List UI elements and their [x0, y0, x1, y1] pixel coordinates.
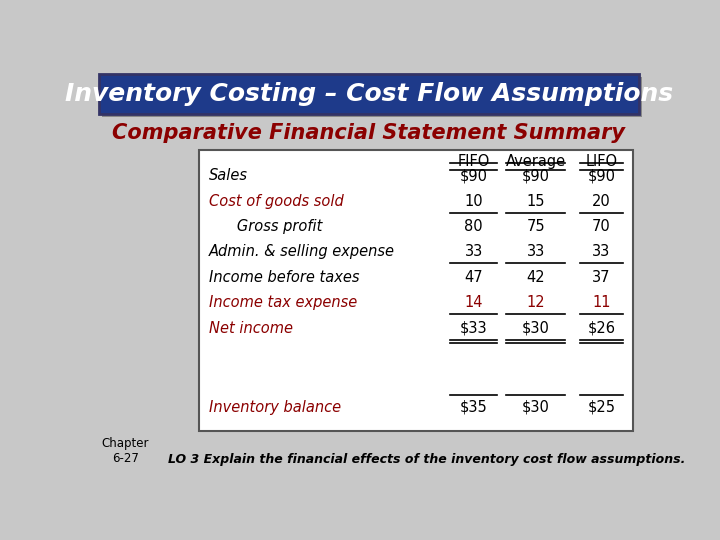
Text: 11: 11	[593, 295, 611, 310]
FancyBboxPatch shape	[199, 150, 632, 430]
Text: 42: 42	[526, 270, 545, 285]
Text: FIFO: FIFO	[457, 154, 490, 170]
FancyBboxPatch shape	[102, 77, 642, 117]
Text: Chapter
6-27: Chapter 6-27	[102, 437, 149, 465]
Text: Gross profit: Gross profit	[222, 219, 322, 234]
Text: 20: 20	[592, 194, 611, 208]
Text: Income tax expense: Income tax expense	[209, 295, 357, 310]
Text: 47: 47	[464, 270, 483, 285]
Text: $90: $90	[521, 168, 549, 183]
Text: 37: 37	[593, 270, 611, 285]
Text: $30: $30	[522, 321, 549, 336]
Text: Inventory balance: Inventory balance	[209, 400, 341, 415]
Text: $90: $90	[459, 168, 487, 183]
Text: 70: 70	[592, 219, 611, 234]
Text: LO 3 Explain the financial effects of the inventory cost flow assumptions.: LO 3 Explain the financial effects of th…	[168, 453, 685, 465]
Text: $25: $25	[588, 400, 616, 415]
Text: $35: $35	[460, 400, 487, 415]
Text: $90: $90	[588, 168, 616, 183]
Text: 33: 33	[593, 245, 611, 259]
Text: 12: 12	[526, 295, 545, 310]
Text: 33: 33	[464, 245, 482, 259]
Text: Sales: Sales	[209, 168, 248, 183]
Text: LIFO: LIFO	[585, 154, 618, 170]
Text: 75: 75	[526, 219, 545, 234]
Text: 80: 80	[464, 219, 483, 234]
Text: 14: 14	[464, 295, 483, 310]
Text: Cost of goods sold: Cost of goods sold	[209, 194, 343, 208]
Text: Net income: Net income	[209, 321, 292, 336]
Text: Average: Average	[505, 154, 566, 170]
Text: Comparative Financial Statement Summary: Comparative Financial Statement Summary	[112, 123, 626, 143]
Text: 10: 10	[464, 194, 483, 208]
Text: $30: $30	[522, 400, 549, 415]
Text: 33: 33	[526, 245, 545, 259]
Text: 15: 15	[526, 194, 545, 208]
Text: Admin. & selling expense: Admin. & selling expense	[209, 245, 395, 259]
FancyBboxPatch shape	[99, 74, 639, 114]
Text: Inventory Costing – Cost Flow Assumptions: Inventory Costing – Cost Flow Assumption…	[65, 82, 673, 106]
Text: $33: $33	[460, 321, 487, 336]
Text: $26: $26	[588, 321, 616, 336]
Text: Income before taxes: Income before taxes	[209, 270, 359, 285]
